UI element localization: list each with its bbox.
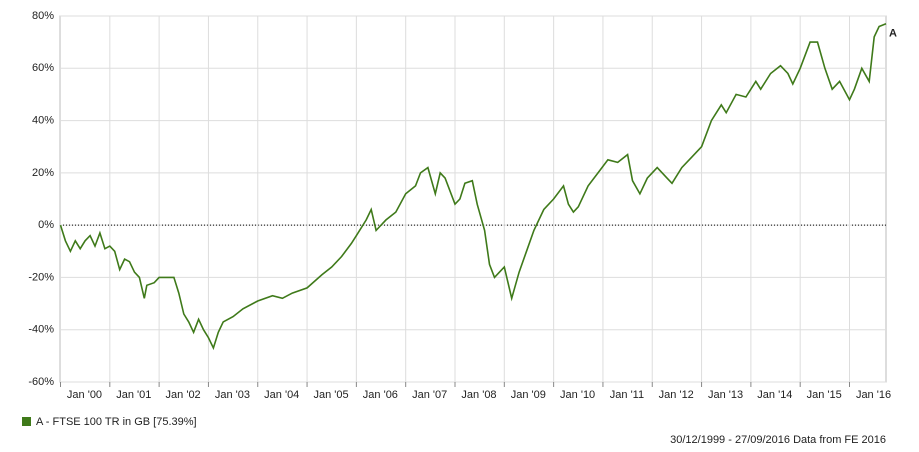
x-tick-label: Jan '08 (461, 389, 496, 401)
y-tick-label: -40% (28, 324, 54, 336)
x-tick-label: Jan '07 (412, 389, 447, 401)
x-tick-label: Jan '13 (708, 389, 743, 401)
x-tick-label: Jan '03 (215, 389, 250, 401)
footnote: 30/12/1999 - 27/09/2016 Data from FE 201… (670, 434, 886, 446)
y-tick-label: 20% (32, 167, 54, 179)
x-tick-label: Jan '11 (610, 389, 644, 401)
x-tick-label: Jan '04 (264, 389, 299, 401)
x-tick-label: Jan '05 (313, 389, 348, 401)
y-tick-label: 80% (32, 10, 54, 22)
line-series (59, 23, 887, 351)
x-tick-label: Jan '00 (67, 389, 102, 401)
x-tick-label: Jan '06 (363, 389, 398, 401)
x-tick-label: Jan '02 (166, 389, 201, 401)
legend-swatch (22, 417, 31, 426)
x-tick-label: Jan '10 (560, 389, 595, 401)
y-tick-label: 0% (38, 219, 54, 231)
x-tick-label: Jan '01 (116, 389, 151, 401)
y-tick-label: 40% (32, 114, 54, 126)
x-tick-label: Jan '15 (807, 389, 842, 401)
end-label: A (889, 28, 897, 40)
y-tick-label: -20% (28, 271, 54, 283)
y-tick-label: 60% (32, 62, 54, 74)
plot-area (59, 15, 887, 383)
x-tick-label: Jan '14 (757, 389, 792, 401)
x-tick-label: Jan '12 (659, 389, 694, 401)
x-tick-label: Jan '16 (856, 389, 891, 401)
x-tick-label: Jan '09 (511, 389, 546, 401)
y-tick-label: -60% (28, 376, 54, 388)
legend-label: A - FTSE 100 TR in GB [75.39%] (36, 416, 197, 428)
